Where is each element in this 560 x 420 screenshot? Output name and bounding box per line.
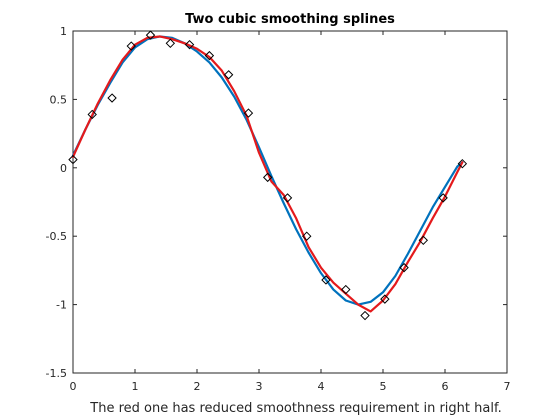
x-tick-label: 7 xyxy=(504,380,511,393)
y-tick-label: -0.5 xyxy=(46,230,67,243)
data-point-marker xyxy=(302,231,312,241)
data-point-marker xyxy=(243,108,254,118)
data-point-marker xyxy=(418,235,429,246)
data-point-marker xyxy=(184,39,195,50)
x-tick-label: 5 xyxy=(380,380,387,393)
data-point-marker xyxy=(360,310,370,321)
data-point-marker xyxy=(282,193,293,203)
data-point-marker xyxy=(223,70,234,80)
data-point-marker xyxy=(165,38,176,49)
y-axis-ticks: -1.5 -1 -0.5 0 0.5 1 xyxy=(46,25,507,380)
data-point-marker xyxy=(262,172,273,183)
x-axis-label: The red one has reduced smoothness requi… xyxy=(89,401,501,416)
data-point-marker xyxy=(204,50,215,61)
data-point-marker xyxy=(438,193,448,203)
y-tick-label: -1.5 xyxy=(46,367,67,380)
data-point-marker xyxy=(68,154,78,165)
axes: 0 1 2 3 4 5 6 7 -1.5 -1 -0.5 0 0.5 1 xyxy=(46,25,511,393)
data-point-marker xyxy=(457,158,468,169)
y-tick-label: -1 xyxy=(56,299,67,312)
y-tick-label: 0.5 xyxy=(50,93,68,106)
data-point-marker xyxy=(107,93,117,103)
data-point-marker xyxy=(380,294,390,304)
x-tick-label: 4 xyxy=(318,380,325,393)
data-point-marker xyxy=(399,262,409,273)
x-tick-label: 6 xyxy=(442,380,449,393)
x-tick-label: 0 xyxy=(70,380,77,393)
data-point-marker xyxy=(145,30,156,40)
x-tick-label: 3 xyxy=(256,380,263,393)
y-tick-label: 0 xyxy=(60,162,67,175)
data-point-marker xyxy=(341,284,351,295)
x-axis-ticks: 0 1 2 3 4 5 6 7 xyxy=(70,31,511,393)
x-tick-label: 2 xyxy=(194,380,201,393)
data-point-marker xyxy=(126,41,136,51)
red-spline-line xyxy=(71,35,464,313)
data-point-marker xyxy=(321,275,331,285)
x-tick-label: 1 xyxy=(132,380,139,393)
series-layer xyxy=(68,30,468,321)
chart-title: Two cubic smoothing splines xyxy=(185,12,395,27)
y-tick-label: 1 xyxy=(60,25,67,38)
blue-spline-line xyxy=(71,35,464,306)
data-point-marker xyxy=(87,109,97,120)
